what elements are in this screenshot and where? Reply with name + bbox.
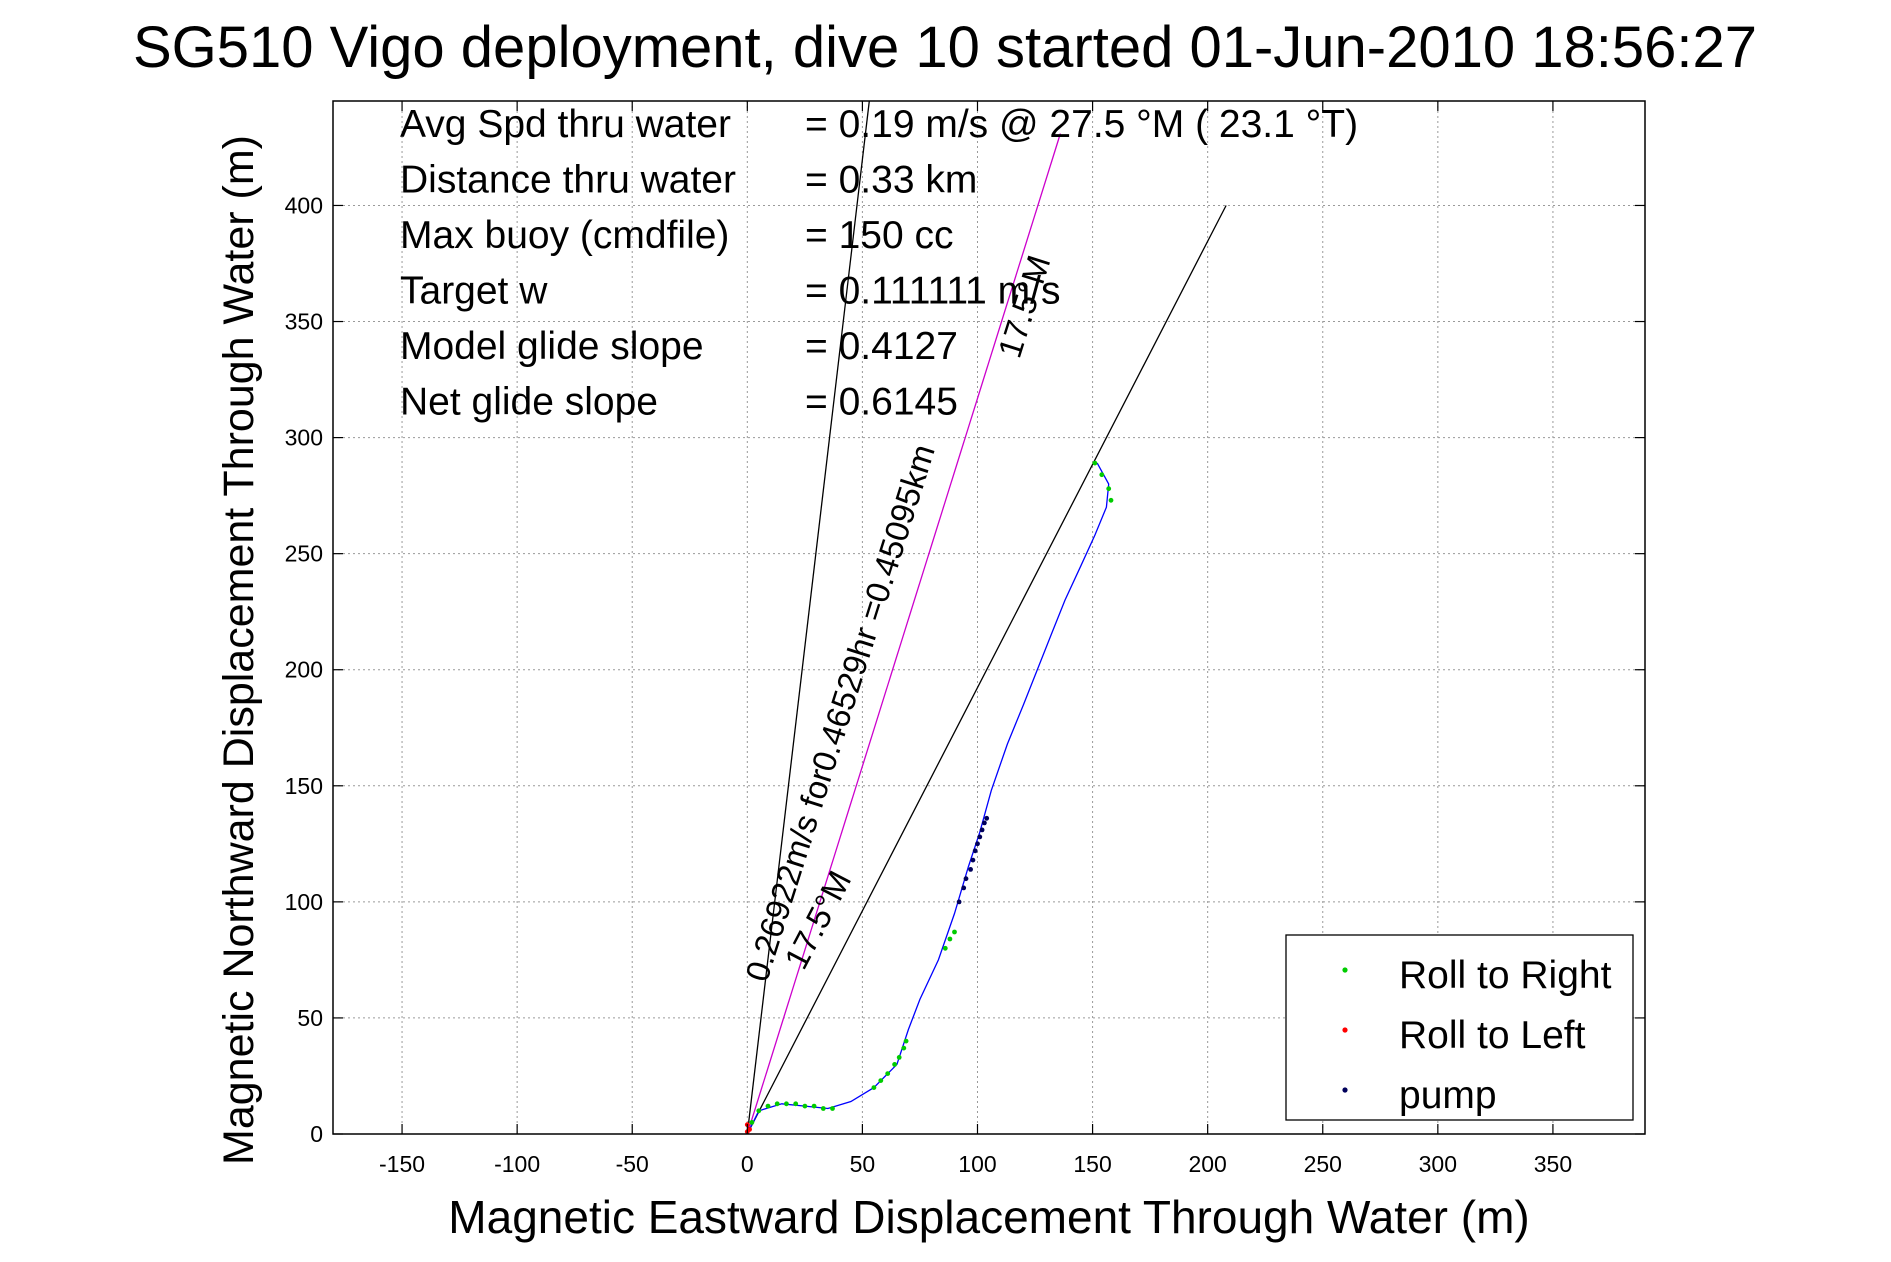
info-label: Distance thru water [400, 159, 736, 202]
series-point-roll-to-right [756, 1108, 762, 1114]
y-axis-label: Magnetic Northward Displacement Through … [215, 135, 263, 1165]
series-point-pump [982, 820, 987, 826]
series-point-pump [972, 848, 978, 854]
series-point-roll-to-right [892, 1062, 897, 1067]
x-tick-label: 250 [1304, 1151, 1342, 1177]
series-point-roll-to-right [765, 1103, 771, 1109]
series-point-pump [977, 834, 983, 840]
legend-label: Roll to Left [1399, 1014, 1586, 1057]
series-point-roll-to-right [878, 1078, 884, 1083]
series-point-roll-to-right [820, 1106, 826, 1111]
series-point-pump [975, 841, 980, 847]
series-point-roll-to-right [802, 1103, 808, 1109]
series-point-roll-to-right [774, 1101, 780, 1107]
glider-track-line [746, 462, 1110, 1135]
series-point-roll-to-right [947, 936, 953, 942]
info-text-block: Avg Spd thru water = 0.19 m/s @ 27.5 °M (… [400, 103, 1358, 424]
info-label: Avg Spd thru water [400, 103, 731, 146]
series-point-roll-to-right [830, 1106, 835, 1111]
info-value: = 0.6145 [805, 381, 958, 424]
y-tick-label: 150 [285, 773, 323, 799]
series-point-roll-to-left [747, 1127, 752, 1132]
legend-marker [1342, 1087, 1348, 1093]
series-point-roll-to-right [793, 1101, 799, 1107]
series-point-pump [979, 827, 985, 833]
x-tick-label: 200 [1188, 1151, 1226, 1177]
x-tick-label: 350 [1534, 1151, 1572, 1177]
axis-ticks: -150 -100 -50 0 50 100 150 200 250 300 350 0 50 100 15… [285, 101, 1645, 1177]
legend-marker [1342, 967, 1348, 973]
y-tick-label: 0 [310, 1121, 323, 1147]
series-point-pump [970, 857, 976, 863]
plot-frame [332, 100, 1646, 1135]
x-tick-label: 0 [741, 1151, 754, 1177]
series-point-roll-to-right [1099, 472, 1105, 478]
info-label: Target w [400, 270, 548, 313]
x-tick-label: -50 [616, 1151, 649, 1177]
x-tick-label: -150 [379, 1151, 425, 1177]
chart-title: SG510 Vigo deployment, dive 10 started 0… [133, 15, 1757, 80]
series-point-roll-to-right [871, 1085, 877, 1090]
x-axis-label: Magnetic Eastward Displacement Through W… [448, 1191, 1529, 1243]
series-point-roll-to-right [784, 1101, 789, 1107]
reference-line [746, 205, 1227, 1135]
info-value: = 0.33 km [805, 159, 977, 202]
reference-lines [746, 100, 1227, 1135]
reference-line [746, 100, 870, 1135]
legend-label: Roll to Right [1399, 954, 1612, 997]
y-tick-label: 300 [285, 425, 323, 451]
info-value: = 0.4127 [805, 325, 958, 368]
data-series [744, 460, 1114, 1135]
series-point-pump [984, 815, 990, 821]
legend-label: pump [1399, 1074, 1497, 1117]
series-point-pump [961, 885, 967, 891]
series-point-roll-to-right [901, 1045, 907, 1051]
y-tick-label: 400 [285, 192, 323, 218]
info-label: Net glide slope [400, 381, 658, 424]
legend-marker [1342, 1027, 1348, 1033]
series-point-roll-to-right [896, 1055, 902, 1060]
series-point-roll-to-right [811, 1103, 817, 1109]
y-tick-label: 350 [285, 309, 323, 335]
y-tick-label: 200 [285, 657, 323, 683]
reference-line [746, 133, 1062, 1135]
legend: Roll to Right Roll to Left pump [1285, 934, 1634, 1121]
x-tick-label: -100 [494, 1151, 540, 1177]
series-point-pump [968, 867, 973, 872]
x-tick-label: 50 [850, 1151, 876, 1177]
info-value: = 150 cc [805, 214, 954, 257]
info-value: = 0.111111 m/s [805, 270, 1060, 313]
series-point-roll-to-right [942, 945, 948, 951]
series-point-roll-to-right [1092, 460, 1098, 466]
y-tick-label: 50 [297, 1005, 323, 1031]
x-tick-label: 300 [1419, 1151, 1457, 1177]
x-tick-label: 150 [1073, 1151, 1111, 1177]
x-tick-label: 100 [958, 1151, 996, 1177]
series-point-roll-to-right [885, 1071, 891, 1076]
y-tick-label: 250 [285, 541, 323, 567]
series-point-roll-to-right [749, 1120, 755, 1125]
series-point-roll-to-right [1106, 486, 1112, 492]
info-label: Model glide slope [400, 325, 704, 368]
series-point-roll-to-right [952, 929, 957, 935]
info-label: Max buoy (cmdfile) [400, 214, 729, 257]
info-value: = 0.19 m/s @ 27.5 °M ( 23.1 °T) [805, 103, 1358, 146]
series-point-roll-to-right [903, 1038, 909, 1044]
y-tick-label: 100 [285, 889, 323, 915]
series-point-pump [963, 876, 969, 882]
series-point-roll-to-right [1108, 497, 1114, 503]
series-point-pump [956, 899, 962, 905]
